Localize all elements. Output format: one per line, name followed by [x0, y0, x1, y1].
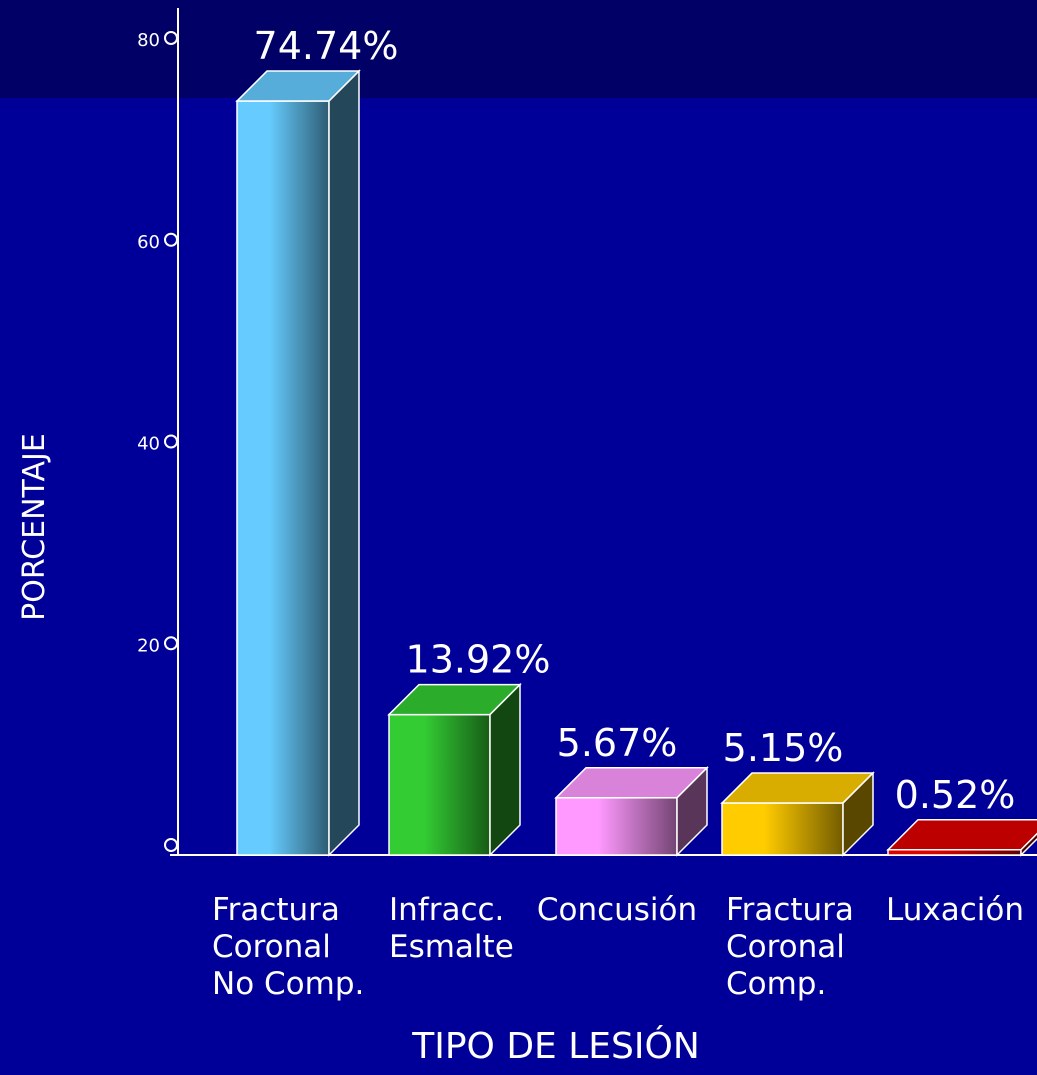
bar-side-face — [328, 69, 360, 857]
category-label: Fractura Coronal No Comp. — [212, 892, 364, 1002]
y-tick-marker — [164, 838, 178, 852]
y-tick-label: 20 — [137, 635, 160, 656]
bar-side-face — [1020, 832, 1037, 857]
y-tick-marker — [164, 434, 178, 449]
bar — [235, 69, 361, 857]
category-label: Concusión — [537, 892, 697, 928]
bar-side-face — [676, 765, 708, 857]
x-axis-title: TIPO DE LESIÓN — [411, 1025, 700, 1067]
y-tick-marker — [164, 31, 178, 45]
y-tick-marker — [164, 636, 178, 651]
y-tick-label: 80 — [137, 30, 160, 51]
bar-front-face — [236, 100, 330, 856]
bar-side-face — [489, 682, 521, 857]
category-label-line: Coronal — [726, 929, 845, 965]
bar-value-label: 5.15% — [723, 726, 844, 770]
bar-value-label: 74.74% — [254, 24, 399, 68]
bar-value-label: 0.52% — [895, 773, 1016, 817]
y-ticks: 20 40 60 80 — [137, 30, 178, 852]
bar-side-face — [842, 771, 874, 857]
category-label: Infracc. Esmalte — [389, 892, 514, 965]
bar — [720, 771, 875, 857]
category-label-line: Fractura — [726, 892, 854, 928]
category-label: Fractura Coronal Comp. — [726, 892, 854, 1002]
y-tick-label: 40 — [137, 434, 160, 455]
category-labels: Fractura Coronal No Comp.Infracc. EsmalteCo… — [212, 892, 1024, 1002]
bar — [387, 682, 522, 857]
bar-front-face — [887, 849, 1022, 856]
bar — [554, 765, 709, 857]
category-label-line: Infracc. — [389, 892, 504, 928]
bar-top-face — [886, 819, 1037, 851]
category-label-line: Comp. — [726, 966, 826, 1002]
y-tick-label: 60 — [137, 232, 160, 253]
y-tick-marker — [164, 232, 178, 247]
bar-value-label: 13.92% — [406, 638, 551, 682]
bars — [235, 69, 1037, 857]
y-axis-title: PORCENTAJE — [17, 433, 52, 621]
category-label-line: Fractura — [212, 892, 340, 928]
category-label: Luxación — [886, 892, 1024, 928]
bar-front-face — [555, 797, 678, 856]
bar-value-label: 5.67% — [557, 721, 678, 765]
category-label-line: Coronal — [212, 929, 331, 965]
category-label-line: No Comp. — [212, 966, 364, 1002]
category-label-line: Esmalte — [389, 929, 514, 965]
bar — [886, 819, 1037, 857]
bar-front-face — [388, 713, 491, 856]
category-label-line: Concusión — [537, 892, 697, 928]
bar-front-face — [721, 802, 844, 856]
header-band — [0, 0, 1037, 98]
value-labels: 74.74% 13.92%5.67% 5.15% 0.52% — [254, 24, 1016, 817]
category-label-line: Luxación — [886, 892, 1024, 928]
